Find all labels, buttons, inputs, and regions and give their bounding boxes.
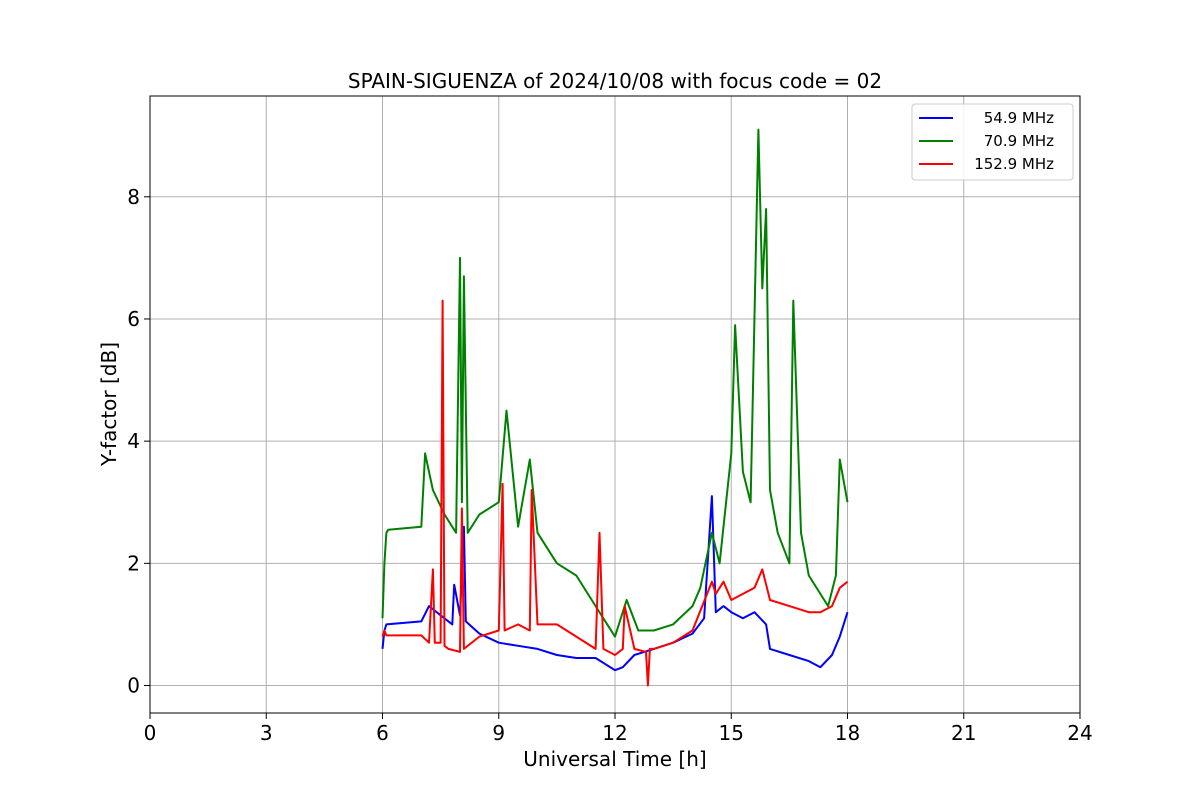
legend-label: 70.9 MHz (984, 132, 1054, 150)
y-axis-label: Y-factor [dB] (97, 342, 121, 467)
x-tick-label: 12 (602, 721, 627, 745)
x-tick-label: 24 (1067, 721, 1092, 745)
legend-label: 54.9 MHz (984, 109, 1054, 127)
x-axis-label: Universal Time [h] (523, 747, 706, 771)
x-tick-label: 9 (492, 721, 505, 745)
chart-title: SPAIN-SIGUENZA of 2024/10/08 with focus … (348, 69, 882, 93)
y-tick-label: 0 (127, 674, 140, 698)
x-tick-label: 3 (260, 721, 273, 745)
series-line-1 (381, 495, 849, 672)
legend: 54.9 MHz 70.9 MHz 152.9 MHz (911, 103, 1074, 181)
y-tick-label: 4 (127, 429, 140, 453)
series-line-2 (381, 128, 849, 638)
x-tick-label: 15 (719, 721, 744, 745)
x-tick-label: 6 (376, 721, 389, 745)
legend-label: 152.9 MHz (974, 155, 1054, 173)
series-line-3 (381, 299, 849, 687)
series-layer (381, 128, 849, 687)
x-tick-label: 21 (951, 721, 976, 745)
y-tick-label: 2 (127, 551, 140, 575)
x-tick-label: 18 (835, 721, 860, 745)
legend-box (911, 103, 1074, 181)
y-tick-label: 8 (127, 185, 140, 209)
x-tick-label: 0 (144, 721, 157, 745)
y-tick-label: 6 (127, 307, 140, 331)
